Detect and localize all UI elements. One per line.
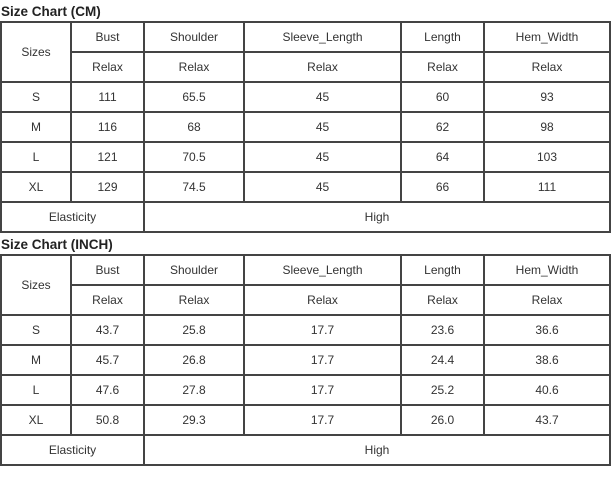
- column-subheader: Relax: [70, 284, 145, 316]
- table-row: L 47.6 27.8 17.7 25.2 40.6: [0, 374, 611, 406]
- size-cell: M: [0, 111, 72, 143]
- sizes-header: Sizes: [0, 254, 72, 316]
- value-cell: 65.5: [143, 81, 245, 113]
- value-cell: 26.0: [400, 404, 485, 436]
- size-chart-title: Size Chart (CM): [1, 4, 101, 19]
- column-header: Shoulder: [143, 21, 245, 53]
- table-row: XL 50.8 29.3 17.7 26.0 43.7: [0, 404, 611, 436]
- size-cell: L: [0, 141, 72, 173]
- column-subheader: Relax: [70, 51, 145, 83]
- value-cell: 116: [70, 111, 145, 143]
- value-cell: 111: [70, 81, 145, 113]
- value-cell: 68: [143, 111, 245, 143]
- value-cell: 93: [483, 81, 611, 113]
- elasticity-label: Elasticity: [0, 201, 145, 233]
- value-cell: 111: [483, 171, 611, 203]
- value-cell: 66: [400, 171, 485, 203]
- size-cell: S: [0, 81, 72, 113]
- elasticity-row: Elasticity High: [0, 434, 611, 466]
- column-subheader: Relax: [400, 51, 485, 83]
- size-chart-table: Sizes Bust Shoulder Sleeve_Length Length Hem_…: [0, 21, 611, 233]
- column-subheader: Relax: [143, 284, 245, 316]
- elasticity-value: High: [143, 434, 611, 466]
- column-header: Sleeve_Length: [243, 254, 402, 286]
- value-cell: 23.6: [400, 314, 485, 346]
- value-cell: 17.7: [243, 404, 402, 436]
- header-row: Sizes Bust Shoulder Sleeve_Length Length Hem_…: [0, 21, 611, 83]
- table-row: L 121 70.5 45 64 103: [0, 141, 611, 173]
- column-header: Bust: [70, 21, 145, 53]
- value-cell: 17.7: [243, 314, 402, 346]
- value-cell: 98: [483, 111, 611, 143]
- column-header: Sleeve_Length: [243, 21, 402, 53]
- value-cell: 38.6: [483, 344, 611, 376]
- header-row: Sizes Bust Shoulder Sleeve_Length Length Hem_…: [0, 254, 611, 316]
- elasticity-label: Elasticity: [0, 434, 145, 466]
- value-cell: 43.7: [70, 314, 145, 346]
- size-chart-table: Sizes Bust Shoulder Sleeve_Length Length Hem_…: [0, 254, 611, 466]
- value-cell: 29.3: [143, 404, 245, 436]
- size-cell: S: [0, 314, 72, 346]
- column-header: Hem_Width: [483, 21, 611, 53]
- sizes-header: Sizes: [0, 21, 72, 83]
- value-cell: 45: [243, 171, 402, 203]
- column-subheader: Relax: [400, 284, 485, 316]
- value-cell: 74.5: [143, 171, 245, 203]
- value-cell: 62: [400, 111, 485, 143]
- value-cell: 27.8: [143, 374, 245, 406]
- value-cell: 70.5: [143, 141, 245, 173]
- table-row: XL 129 74.5 45 66 111: [0, 171, 611, 203]
- value-cell: 60: [400, 81, 485, 113]
- value-cell: 25.2: [400, 374, 485, 406]
- value-cell: 17.7: [243, 344, 402, 376]
- value-cell: 17.7: [243, 374, 402, 406]
- value-cell: 45.7: [70, 344, 145, 376]
- column-subheader: Relax: [483, 51, 611, 83]
- value-cell: 26.8: [143, 344, 245, 376]
- size-cell: XL: [0, 404, 72, 436]
- value-cell: 50.8: [70, 404, 145, 436]
- value-cell: 45: [243, 111, 402, 143]
- value-cell: 43.7: [483, 404, 611, 436]
- value-cell: 103: [483, 141, 611, 173]
- value-cell: 129: [70, 171, 145, 203]
- table-row: M 45.7 26.8 17.7 24.4 38.6: [0, 344, 611, 376]
- table-row: S 43.7 25.8 17.7 23.6 36.6: [0, 314, 611, 346]
- table-row: M 116 68 45 62 98: [0, 111, 611, 143]
- size-cell: L: [0, 374, 72, 406]
- elasticity-value: High: [143, 201, 611, 233]
- size-cell: M: [0, 344, 72, 376]
- column-header: Length: [400, 254, 485, 286]
- column-subheader: Relax: [143, 51, 245, 83]
- column-header: Length: [400, 21, 485, 53]
- subheader-row: Relax Relax Relax Relax Relax: [1, 51, 611, 83]
- value-cell: 40.6: [483, 374, 611, 406]
- elasticity-row: Elasticity High: [0, 201, 611, 233]
- value-cell: 47.6: [70, 374, 145, 406]
- value-cell: 25.8: [143, 314, 245, 346]
- column-header: Hem_Width: [483, 254, 611, 286]
- column-subheader: Relax: [483, 284, 611, 316]
- value-cell: 121: [70, 141, 145, 173]
- value-cell: 45: [243, 141, 402, 173]
- size-cell: XL: [0, 171, 72, 203]
- column-subheader: Relax: [243, 51, 402, 83]
- value-cell: 24.4: [400, 344, 485, 376]
- column-header: Shoulder: [143, 254, 245, 286]
- value-cell: 45: [243, 81, 402, 113]
- table-row: S 111 65.5 45 60 93: [0, 81, 611, 113]
- value-cell: 36.6: [483, 314, 611, 346]
- size-chart-title: Size Chart (INCH): [1, 237, 113, 252]
- value-cell: 64: [400, 141, 485, 173]
- column-header: Bust: [70, 254, 145, 286]
- subheader-row: Relax Relax Relax Relax Relax: [1, 284, 611, 316]
- column-subheader: Relax: [243, 284, 402, 316]
